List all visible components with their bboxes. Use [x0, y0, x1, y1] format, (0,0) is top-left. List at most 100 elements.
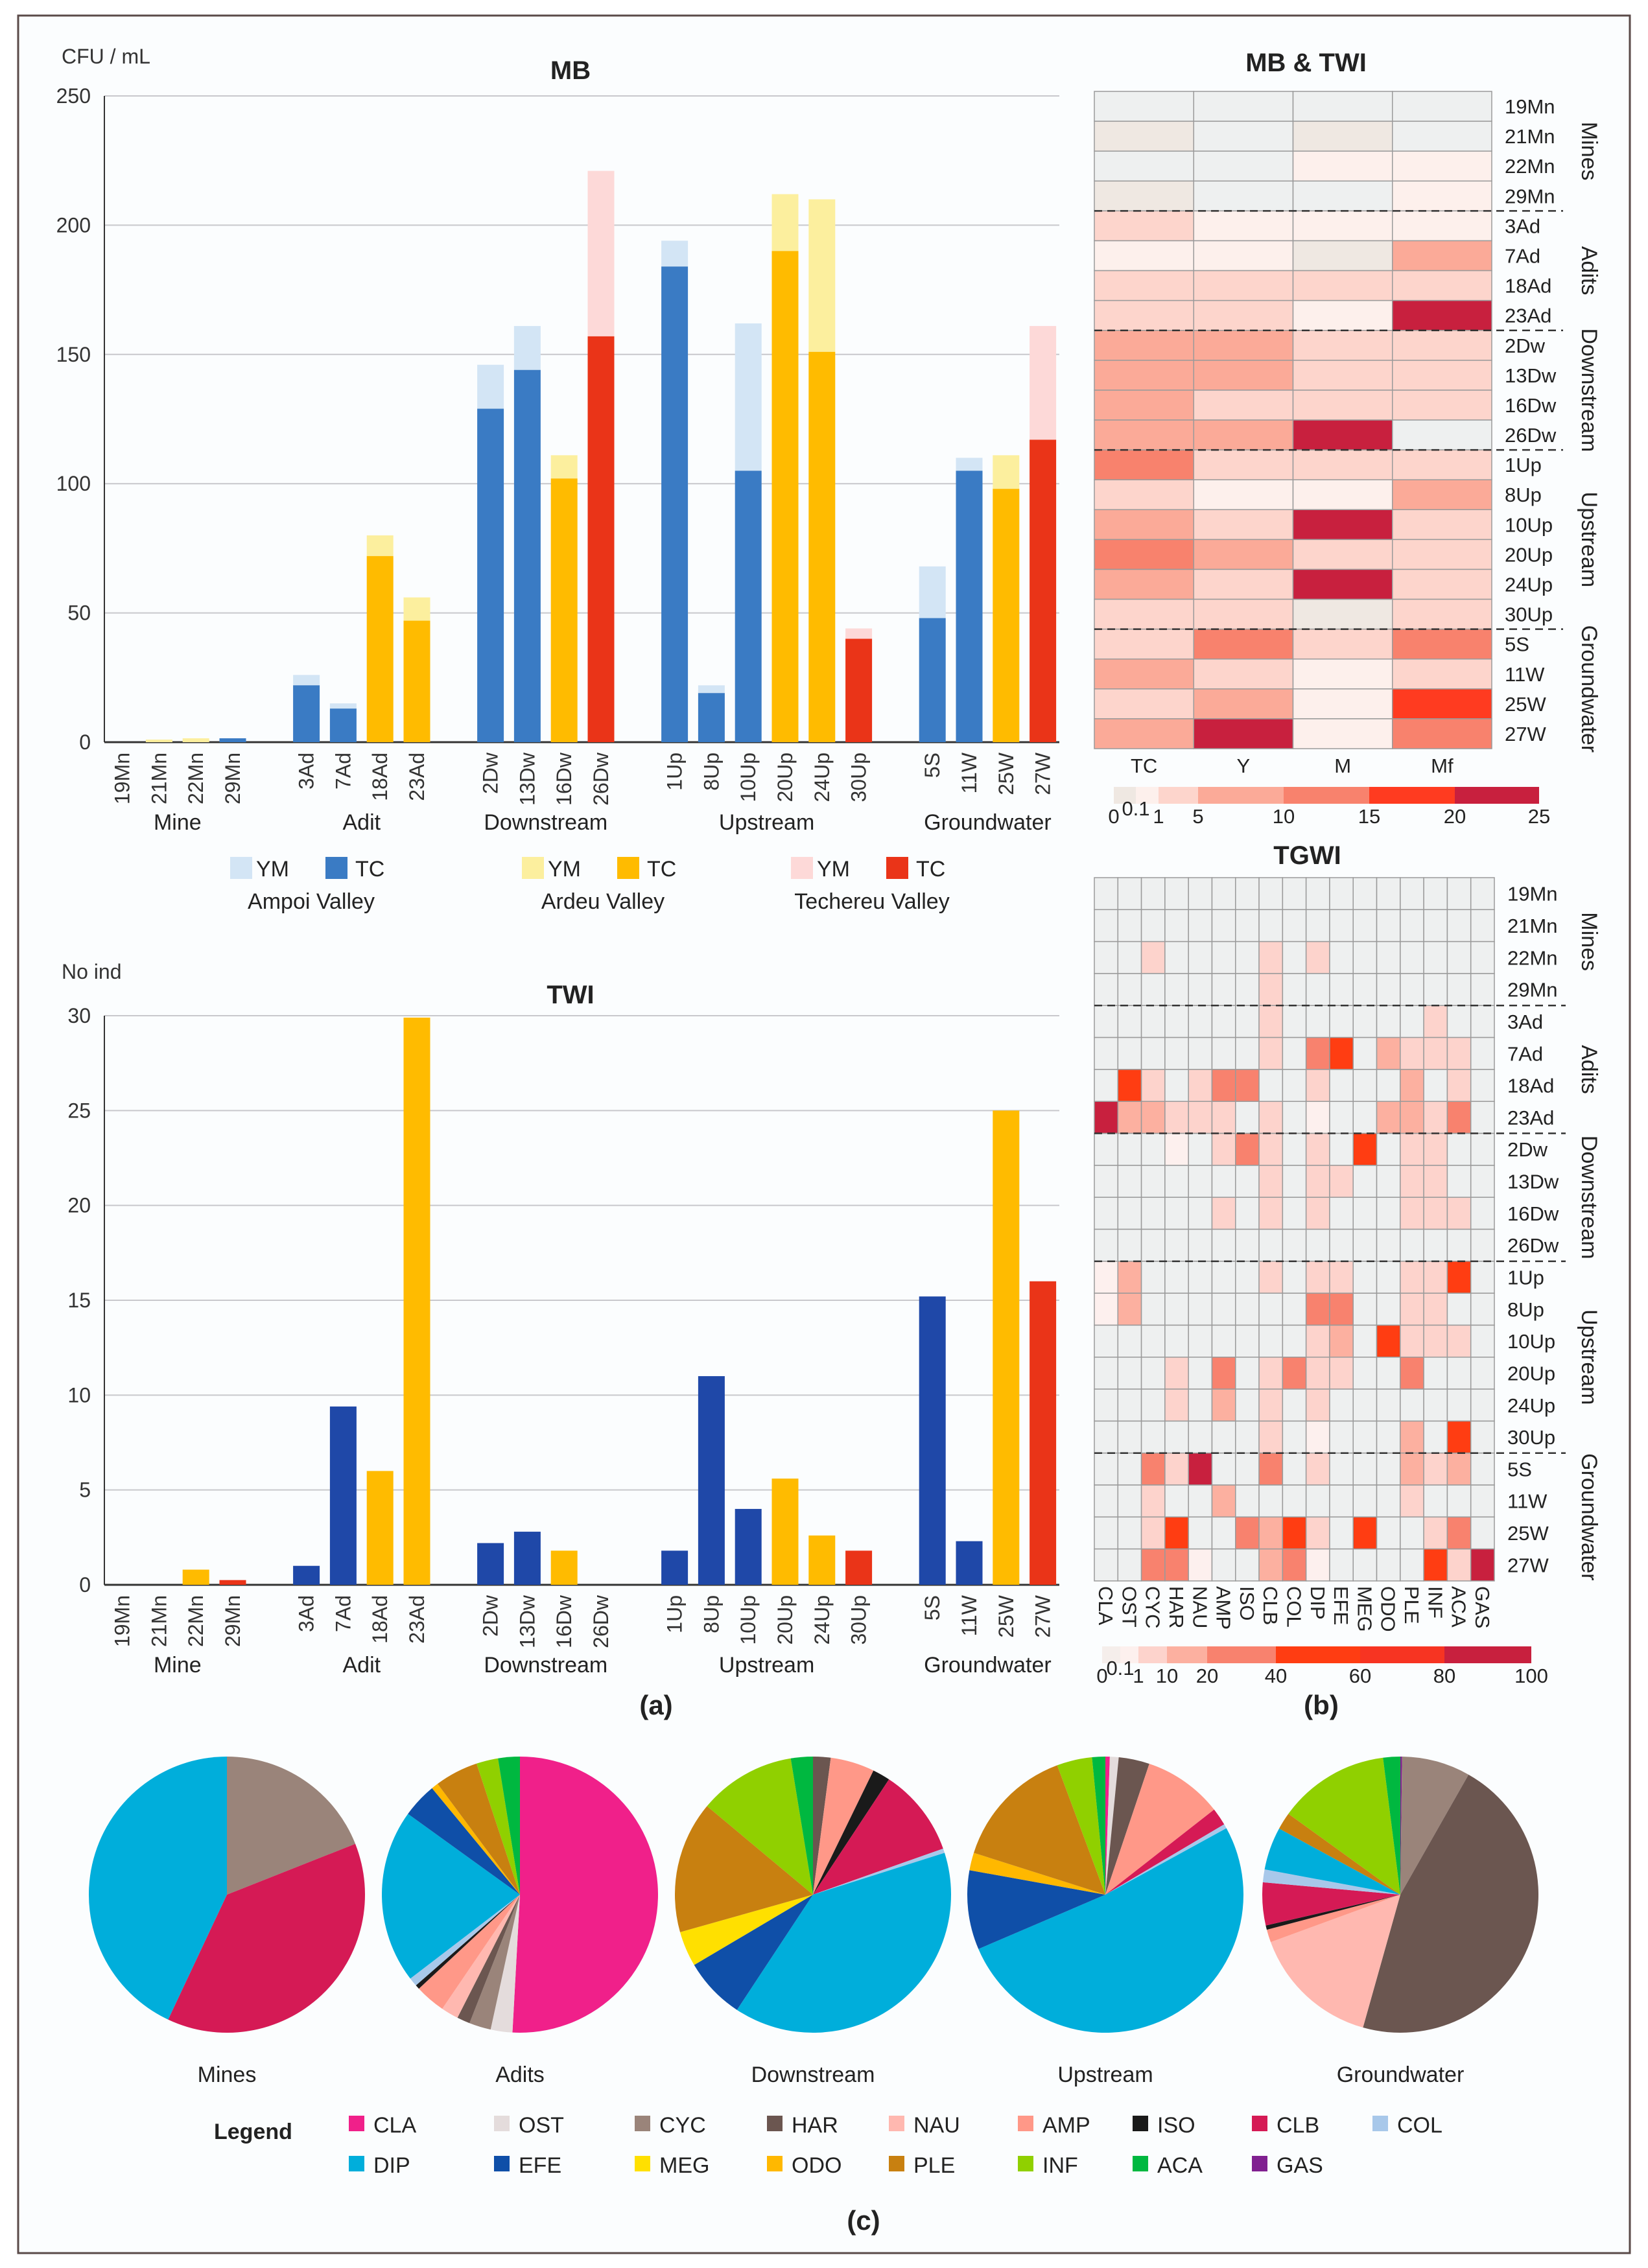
bar-ym-30Up — [845, 628, 873, 639]
heatmap-cell — [1305, 1036, 1330, 1070]
heatmap-cell — [1188, 1101, 1213, 1134]
pie-slice-COL — [1262, 1869, 1400, 1895]
colorbar-tick-label: 1 — [1133, 1665, 1144, 1687]
heatmap-cell — [1329, 1036, 1354, 1070]
heatmap-cell — [1258, 1548, 1284, 1582]
pie-slice-EFE — [408, 1788, 520, 1895]
mb-y-axis-label: CFU / mL — [62, 45, 150, 68]
x-tick-label: 23Ad — [405, 1595, 429, 1644]
heatmap-cell — [1446, 1132, 1472, 1166]
x-tick-label: 8Up — [700, 1595, 723, 1633]
heatmap-cell — [1352, 1324, 1378, 1358]
heatmap-cell — [1211, 1388, 1236, 1422]
heatmap-cell — [1140, 1292, 1166, 1326]
pie-label: Mines — [198, 2063, 257, 2087]
heatmap-cell — [1094, 329, 1194, 361]
heatmap-cell — [1400, 941, 1424, 974]
heatmap-cell — [1392, 419, 1492, 450]
x-tick-label: 2Dw — [479, 752, 502, 794]
heatmap-cell — [1470, 1101, 1495, 1134]
pie-slice-ACA — [1092, 1757, 1105, 1895]
heatmap-column-label: ODO — [1377, 1586, 1400, 1632]
pie-slice-HAR — [813, 1757, 831, 1895]
heatmap-cell — [1211, 877, 1236, 911]
heatmap-cell — [1329, 1548, 1354, 1582]
heatmap-cell — [1164, 909, 1189, 942]
heatmap-column-label: COL — [1283, 1586, 1306, 1628]
heatmap-cell — [1117, 1357, 1142, 1390]
colorbar-tick-label: 10 — [1273, 805, 1295, 828]
heatmap-cell — [1140, 909, 1166, 942]
x-tick-label: 16Dw — [552, 1595, 576, 1648]
heatmap-cell — [1292, 299, 1393, 331]
heatmap-cell — [1423, 1324, 1448, 1358]
heatmap-cell — [1117, 1069, 1142, 1102]
heatmap-cell — [1164, 1420, 1189, 1454]
heatmap-cell — [1423, 877, 1448, 911]
heatmap-cell — [1193, 270, 1294, 301]
bar-tc-25W — [993, 489, 1020, 742]
legend-swatch-PLE — [889, 2156, 904, 2171]
bar-ym-16Dw — [550, 455, 578, 479]
heatmap-cell — [1446, 877, 1472, 911]
heatmap-cell — [1258, 1292, 1284, 1326]
pie-slice-CYC — [227, 1757, 356, 1895]
heatmap-cell — [1352, 1388, 1378, 1422]
heatmap-cell — [1446, 1420, 1472, 1454]
heatmap-row-label: 26Dw — [1505, 424, 1557, 447]
heatmap-cell — [1392, 509, 1492, 541]
heatmap-cell — [1400, 1292, 1424, 1326]
x-tick-label: 2Dw — [479, 1595, 502, 1637]
heatmap-cell — [1470, 1069, 1495, 1102]
heatmap-row-label: 2Dw — [1507, 1138, 1548, 1161]
heatmap-row-label: 19Mn — [1505, 95, 1555, 118]
heatmap-cell — [1235, 1484, 1260, 1518]
heatmap-cell — [1094, 1484, 1119, 1518]
bar-tc-8Up — [698, 693, 725, 742]
heatmap-cell — [1352, 1516, 1378, 1550]
bar-10Up — [735, 1508, 762, 1585]
heatmap-cell — [1258, 973, 1284, 1007]
heatmap-cell — [1329, 1101, 1354, 1134]
heatmap-cell — [1258, 1005, 1284, 1038]
heatmap-column-label: MEG — [1353, 1586, 1376, 1632]
heatmap-cell — [1305, 877, 1330, 911]
heatmap-cell — [1352, 973, 1378, 1007]
heatmap-cell — [1423, 1420, 1448, 1454]
heatmap-cell — [1258, 1069, 1284, 1102]
heatmap-cell — [1258, 1132, 1284, 1166]
heatmap-row-label: 3Ad — [1507, 1011, 1543, 1033]
heatmap-row-label: 8Up — [1505, 484, 1542, 506]
pie-slice-MEG — [680, 1895, 813, 1965]
x-tick-label: 7Ad — [331, 753, 355, 789]
heatmap-cell — [1470, 1261, 1495, 1294]
pie-slice-OST — [490, 1895, 520, 2033]
heatmap-cell — [1352, 1005, 1378, 1038]
pie-slice-INF — [1288, 1757, 1400, 1895]
heatmap-cell — [1193, 150, 1294, 182]
heatmap-cell — [1423, 1548, 1448, 1582]
heatmap-cell — [1352, 1101, 1378, 1134]
heatmap-cell — [1376, 1005, 1401, 1038]
heatmap-cell — [1193, 479, 1294, 511]
bar-ym-10Up — [735, 323, 762, 471]
heatmap-cell — [1446, 1516, 1472, 1550]
heatmap-cell — [1305, 1548, 1330, 1582]
mb-y-tick-label: 50 — [67, 602, 91, 625]
colorbar-tick-label: 10 — [1156, 1665, 1178, 1687]
heatmap-cell — [1392, 718, 1492, 749]
pie-slice-ODO — [969, 1853, 1105, 1895]
heatmap-column-label: HAR — [1165, 1586, 1188, 1628]
heatmap-cell — [1446, 1165, 1472, 1198]
heatmap-cell — [1094, 1261, 1119, 1294]
heatmap-cell — [1282, 1516, 1307, 1550]
heatmap-cell — [1094, 1165, 1119, 1198]
legend-swatch-CLB — [1252, 2116, 1267, 2131]
heatmap-cell — [1235, 1548, 1260, 1582]
heatmap-cell — [1235, 877, 1260, 911]
twi-y-tick-label: 25 — [67, 1099, 91, 1122]
heatmap-cell — [1140, 1005, 1166, 1038]
heatmap-cell — [1352, 941, 1378, 974]
group-label: Mine — [154, 1653, 202, 1678]
heatmap-cell — [1305, 1484, 1330, 1518]
